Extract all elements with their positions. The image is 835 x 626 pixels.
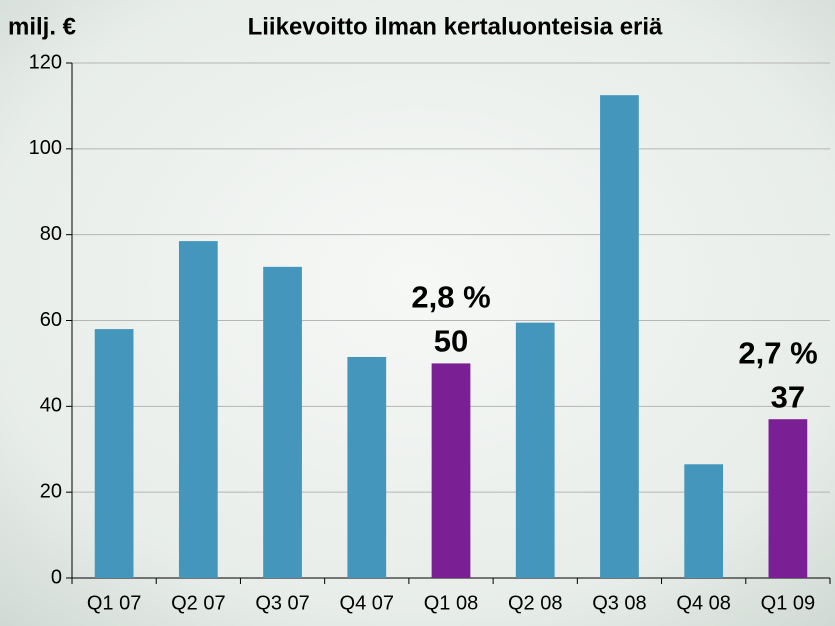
bar xyxy=(94,329,134,578)
y-tick-label: 40 xyxy=(40,395,62,417)
y-axis-label: milj. € xyxy=(8,13,76,40)
bar xyxy=(768,419,808,578)
bar xyxy=(263,266,302,578)
x-tick-label: Q3 07 xyxy=(255,592,309,614)
bar xyxy=(431,363,471,578)
y-tick-label: 120 xyxy=(29,51,62,73)
x-tick-label: Q4 07 xyxy=(340,592,394,614)
bar xyxy=(600,95,639,578)
y-tick-label: 80 xyxy=(40,223,62,245)
x-tick-label: Q1 09 xyxy=(761,592,815,614)
y-tick-label: 0 xyxy=(51,566,62,588)
data-label: 50 xyxy=(434,324,468,359)
annotation: 2,7 % xyxy=(738,335,817,370)
y-tick-label: 60 xyxy=(40,309,62,331)
x-tick-label: Q3 08 xyxy=(592,592,646,614)
chart-title: Liikevoitto ilman kertaluonteisia eriä xyxy=(248,13,663,40)
y-tick-label: 20 xyxy=(40,480,62,502)
annotation: 2,8 % xyxy=(411,280,490,315)
x-tick-label: Q1 07 xyxy=(87,592,141,614)
x-tick-label: Q2 07 xyxy=(171,592,225,614)
bar xyxy=(347,356,387,578)
x-tick-label: Q1 08 xyxy=(424,592,478,614)
data-label: 37 xyxy=(771,379,805,414)
bar xyxy=(515,322,555,578)
bar xyxy=(178,241,218,578)
y-tick-label: 100 xyxy=(29,137,62,159)
x-tick-label: Q4 08 xyxy=(676,592,730,614)
x-tick-label: Q2 08 xyxy=(508,592,562,614)
bar xyxy=(684,464,724,578)
